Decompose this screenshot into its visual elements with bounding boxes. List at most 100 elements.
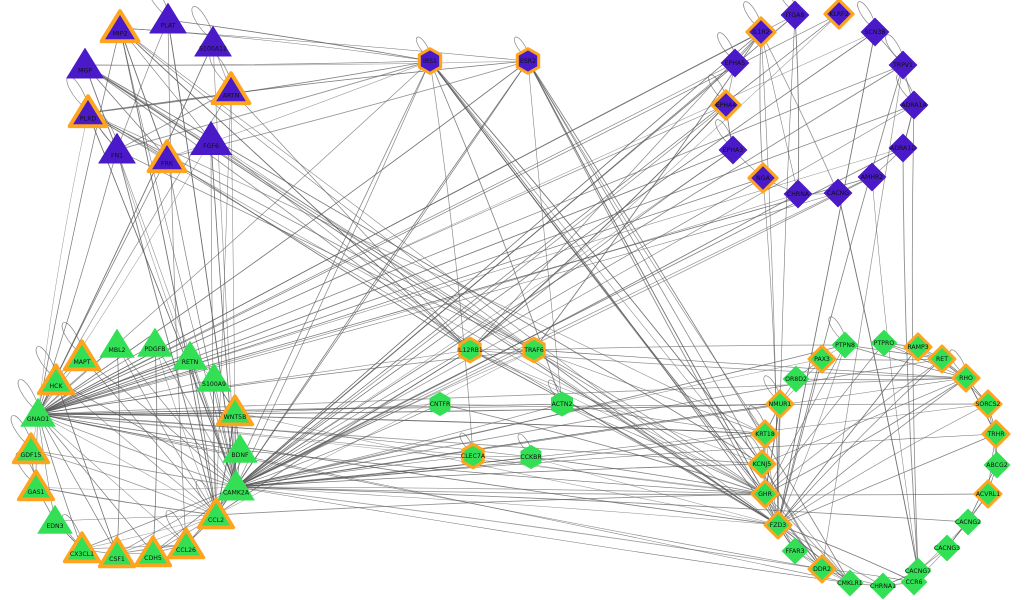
edge (527, 60, 851, 584)
graph-node[interactable] (37, 504, 73, 534)
graph-node[interactable] (133, 535, 173, 568)
graph-node[interactable] (67, 94, 109, 129)
graph-node[interactable] (933, 534, 961, 562)
node-label: CX3CL1 (70, 551, 94, 558)
edge (37, 31, 762, 415)
edge (777, 433, 997, 526)
graph-node[interactable] (137, 327, 173, 357)
graph-node[interactable] (194, 25, 232, 57)
graph-node[interactable] (981, 419, 1011, 449)
node-label: TRPV1 (892, 62, 913, 69)
graph-node[interactable] (520, 444, 542, 470)
graph-node[interactable] (166, 527, 206, 560)
graph-node[interactable] (951, 363, 981, 393)
graph-node[interactable] (172, 340, 208, 370)
edge (235, 31, 762, 488)
graph-node[interactable] (217, 469, 255, 501)
graph-node[interactable] (750, 479, 780, 509)
graph-node[interactable] (899, 90, 929, 120)
self-loop-edge (857, 1, 878, 31)
graph-node[interactable] (718, 135, 748, 165)
node-label: IL12RB1 (457, 347, 483, 354)
graph-node[interactable] (149, 2, 187, 34)
graph-node[interactable] (20, 397, 56, 427)
edge (37, 403, 989, 415)
self-loop-edge (165, 510, 189, 544)
graph-node[interactable] (763, 510, 793, 540)
graph-node[interactable] (417, 47, 443, 75)
edge (777, 346, 919, 526)
node-label: EPHA3 (723, 147, 744, 154)
graph-node[interactable] (429, 391, 451, 417)
graph-node[interactable] (860, 17, 890, 47)
edge (37, 403, 781, 415)
graph-node[interactable] (720, 48, 750, 78)
graph-node[interactable] (857, 162, 887, 192)
graph-node[interactable] (98, 132, 136, 164)
graph-node[interactable] (196, 497, 236, 530)
self-loop-edge (61, 514, 85, 548)
graph-node[interactable] (215, 394, 255, 427)
graph-node[interactable] (99, 328, 135, 358)
graph-node[interactable] (780, 0, 810, 30)
graph-node[interactable] (745, 16, 777, 48)
edge (761, 463, 823, 570)
graph-node[interactable] (11, 432, 51, 465)
graph-node[interactable] (983, 451, 1011, 479)
graph-node[interactable] (222, 433, 258, 463)
graph-node[interactable] (973, 479, 1003, 509)
node-label: HCK (49, 383, 63, 390)
edge (81, 514, 217, 550)
edge (37, 413, 237, 488)
node-label: CNTFR (430, 401, 451, 408)
graph-node[interactable] (927, 344, 957, 374)
graph-node[interactable] (146, 139, 188, 174)
graph-node[interactable] (97, 536, 137, 569)
graph-node[interactable] (99, 9, 141, 44)
self-loop-edge (708, 74, 729, 104)
graph-node[interactable] (62, 339, 102, 372)
graph-node[interactable] (870, 329, 898, 357)
edge (37, 104, 915, 415)
graph-node[interactable] (210, 71, 252, 106)
graph-node[interactable] (36, 363, 76, 396)
graph-node[interactable] (62, 531, 102, 564)
graph-node[interactable] (747, 162, 779, 194)
edge (54, 514, 217, 522)
graph-node[interactable] (973, 389, 1003, 419)
graph-node[interactable] (765, 389, 795, 419)
node-label: TRAF6 (523, 347, 544, 354)
graph-node[interactable] (66, 47, 104, 79)
graph-node[interactable] (550, 391, 574, 417)
graph-node[interactable] (954, 508, 982, 536)
graph-node[interactable] (782, 365, 810, 393)
graph-node[interactable] (522, 336, 546, 364)
graph-node[interactable] (807, 344, 837, 374)
graph-node[interactable] (747, 449, 777, 479)
node-label: GHR (758, 491, 772, 498)
graph-node[interactable] (458, 336, 482, 364)
graph-node[interactable] (710, 89, 742, 121)
graph-node[interactable] (903, 332, 933, 362)
graph-node[interactable] (807, 554, 837, 584)
graph-node[interactable] (823, 0, 855, 30)
edge (37, 413, 154, 554)
graph-node[interactable] (190, 121, 232, 155)
edge (533, 344, 846, 351)
graph-node[interactable] (888, 50, 918, 80)
graph-node[interactable] (888, 133, 918, 163)
node-label: PLAT (161, 22, 176, 29)
graph-node[interactable] (831, 331, 859, 359)
graph-node[interactable] (750, 419, 780, 449)
graph-node[interactable] (900, 568, 928, 596)
edge (235, 358, 943, 488)
graph-node[interactable] (783, 179, 813, 209)
graph-node[interactable] (823, 178, 853, 208)
graph-node[interactable] (16, 469, 56, 502)
graph-node[interactable] (196, 362, 232, 392)
graph-node[interactable] (461, 442, 485, 470)
graph-node[interactable] (869, 572, 897, 600)
graph-node[interactable] (836, 569, 864, 597)
graph-node[interactable] (515, 47, 541, 75)
graph-node[interactable] (781, 537, 809, 565)
